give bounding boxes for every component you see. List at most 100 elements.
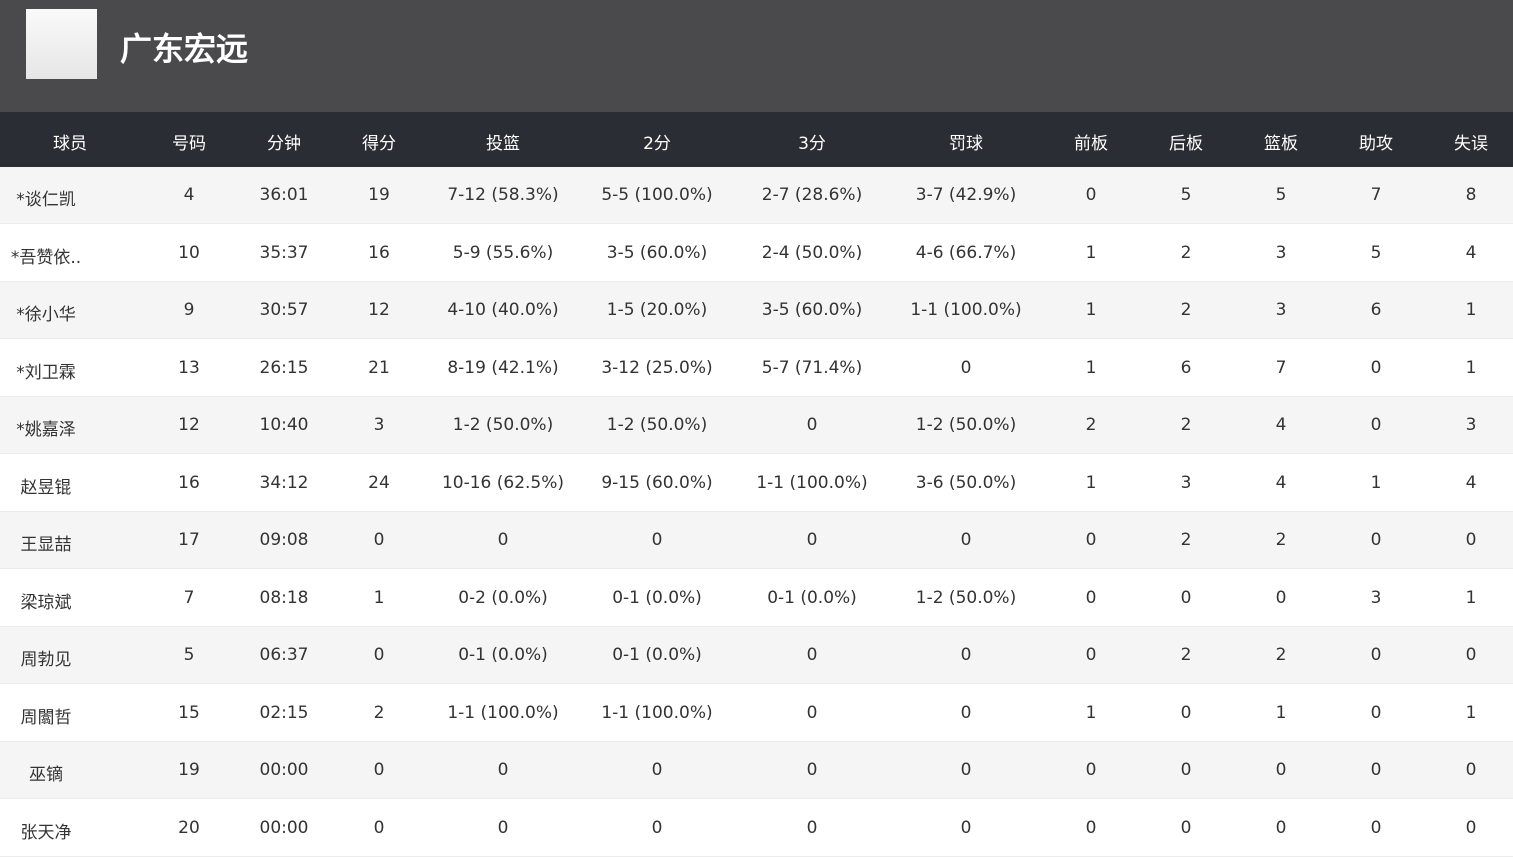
stat-cell: 5 <box>1275 185 1287 205</box>
stat-cell: 9-15 (60.0%) <box>601 472 713 493</box>
stat-cell: 35:37 <box>259 242 309 263</box>
stat-cell: 3-7 (42.9%) <box>915 185 1017 205</box>
stat-cell: 15 <box>178 702 200 723</box>
stat-cell: 0 <box>1180 702 1192 723</box>
stat-cell: 1 <box>1465 357 1477 378</box>
stat-cell: 1 <box>1085 472 1097 493</box>
column-header: 分钟 <box>267 134 301 154</box>
header-row: 球员 号码 分钟 得分 投篮 2分 3分 罚球 前板 后板 篮板 助攻 失误 <box>0 112 1513 167</box>
stat-cell: 4-10 (40.0%) <box>447 300 559 320</box>
player-row: 周闟哲 15 02:15 2 1-1 (100.0%) 1-1 (100.0%) 0 0 1 0 1… <box>0 684 1513 742</box>
stat-cell: 30:57 <box>259 300 309 320</box>
column-header: 号码 <box>172 134 206 154</box>
stat-cell: 5-7 (71.4%) <box>761 357 863 378</box>
column-header: 失误 <box>1454 134 1488 154</box>
stat-cell: 02:15 <box>259 702 309 723</box>
stat-cell: 0 <box>373 530 385 550</box>
stat-cell: 10-16 (62.5%) <box>441 472 565 493</box>
stat-cell: 2 <box>1275 645 1287 665</box>
stat-cell: 0-1 (0.0%) <box>612 587 702 608</box>
stat-cell: 2 <box>1180 415 1192 435</box>
stat-cell: 0 <box>651 760 663 780</box>
stat-cell: 0 <box>1465 645 1477 665</box>
stat-cell: 7-12 (58.3%) <box>447 185 559 205</box>
stat-cell: 0 <box>1370 357 1382 378</box>
stat-cell: 3-12 (25.0%) <box>601 357 713 378</box>
stat-cell: 0 <box>1465 817 1477 838</box>
player-name: 周闟哲 <box>20 707 72 728</box>
stat-cell: 4 <box>1275 472 1287 493</box>
stat-cell: 0 <box>497 817 509 838</box>
player-name: 周勃见 <box>20 650 72 670</box>
stat-cell: 3 <box>1275 300 1287 320</box>
stat-cell: 5 <box>183 645 195 665</box>
stat-cell: 0 <box>960 645 972 665</box>
stat-cell: 1 <box>1465 587 1477 608</box>
stat-cell: 0 <box>1275 760 1287 780</box>
player-row: *刘卫霖 13 26:15 21 8-19 (42.1%) 3-12 (25.0%) 5-7… <box>0 339 1513 397</box>
stat-cell: 20 <box>178 817 200 838</box>
stat-cell: 1-2 (50.0%) <box>452 415 554 435</box>
player-row: *姚嘉泽 12 10:40 3 1-2 (50.0%) 1-2 (50.0%) 0 1-2 (… <box>0 397 1513 454</box>
column-header: 投篮 <box>486 134 520 154</box>
stat-cell: 16 <box>368 242 390 263</box>
player-name: 王显喆 <box>20 535 72 555</box>
stat-cell: 19 <box>178 760 200 780</box>
stat-cell: 0 <box>960 817 972 838</box>
stat-cell: 5-5 (100.0%) <box>601 185 713 205</box>
player-row: *谈仁凯 4 36:01 19 7-12 (58.3%) 5-5 (100.0%) 2-7 … <box>0 167 1513 224</box>
stat-cell: 36:01 <box>259 185 309 205</box>
player-row: 周勃见 5 06:37 0 0-1 (0.0%) 0-1 (0.0%) 0 0 0 2 2 0 0 <box>0 627 1513 684</box>
stat-cell: 0 <box>651 817 663 838</box>
stat-cell: 0 <box>1275 587 1287 608</box>
team-header: 广东宏远 <box>0 0 1513 112</box>
stat-cell: 13 <box>178 357 200 378</box>
stat-cell: 2 <box>1180 242 1192 263</box>
player-name: *徐小华 <box>16 305 76 325</box>
stat-cell: 1-2 (50.0%) <box>915 415 1017 435</box>
stat-cell: 0 <box>806 415 818 435</box>
stat-cell: 0 <box>1085 185 1097 205</box>
stat-cell: 0 <box>1370 415 1382 435</box>
stat-cell: 1-1 (100.0%) <box>601 702 713 723</box>
stat-cell: 3-5 (60.0%) <box>606 242 708 263</box>
player-row: 张天净 20 00:00 0 0 0 0 0 0 0 0 0 0 <box>0 799 1513 857</box>
column-header: 3分 <box>798 134 826 154</box>
stat-cell: 24 <box>368 472 390 493</box>
stat-cell: 21 <box>368 357 390 378</box>
stat-cell: 0 <box>1370 760 1382 780</box>
stat-cell: 1 <box>1275 702 1287 723</box>
player-row: 赵昱锟 16 34:12 24 10-16 (62.5%) 9-15 (60.0%) 1-1… <box>0 454 1513 512</box>
stat-cell: 00:00 <box>259 760 309 780</box>
stat-cell: 0 <box>373 817 385 838</box>
stat-cell: 16 <box>178 472 200 493</box>
stat-cell: 5-9 (55.6%) <box>452 242 554 263</box>
stat-cell: 26:15 <box>259 357 309 378</box>
stat-cell: 0-1 (0.0%) <box>767 587 857 608</box>
stat-cell: 0 <box>1180 760 1192 780</box>
stat-cell: 1 <box>1085 357 1097 378</box>
column-header: 篮板 <box>1264 134 1298 154</box>
stat-cell: 5 <box>1180 185 1192 205</box>
stat-cell: 34:12 <box>259 472 309 493</box>
stat-cell: 1-1 (100.0%) <box>447 702 559 723</box>
stat-cell: 0 <box>1370 817 1382 838</box>
stat-cell: 7 <box>1275 357 1287 378</box>
stat-cell: 3 <box>1465 415 1477 435</box>
stat-cell: 6 <box>1180 357 1192 378</box>
stat-cell: 0 <box>960 357 972 378</box>
column-header: 助攻 <box>1359 134 1393 154</box>
stats-table: 球员 号码 分钟 得分 投篮 2分 3分 罚球 前板 后板 篮板 助攻 失误 *谈仁凯 4 36:01 19 7-… <box>0 112 1513 857</box>
column-header: 得分 <box>362 134 396 154</box>
stat-cell: 0 <box>1370 702 1382 723</box>
stat-cell: 1-1 (100.0%) <box>756 472 868 493</box>
stat-cell: 4 <box>183 185 195 205</box>
stat-cell: 0 <box>1085 817 1097 838</box>
stat-cell: 3 <box>373 415 385 435</box>
player-name: 赵昱锟 <box>20 477 72 498</box>
stat-cell: 2 <box>1275 530 1287 550</box>
stat-cell: 3-5 (60.0%) <box>761 300 863 320</box>
stat-cell: 0-2 (0.0%) <box>458 587 548 608</box>
stat-cell: 1 <box>1370 472 1382 493</box>
